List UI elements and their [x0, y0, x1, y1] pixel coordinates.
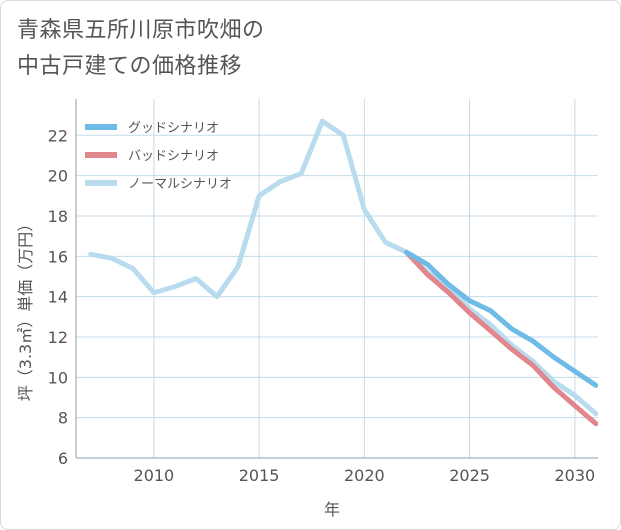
legend-label-2: ノーマルシナリオ: [128, 177, 232, 192]
grid-lines: [76, 99, 598, 459]
legend-label-1: バッドシナリオ: [128, 149, 219, 164]
y-tick-label-22: 22: [48, 126, 68, 145]
y-tick-label-16: 16: [48, 247, 68, 266]
legend-label-0: グッドシナリオ: [128, 121, 219, 136]
y-tick-label-12: 12: [48, 328, 68, 347]
y-tick-label-6: 6: [58, 449, 68, 468]
x-axis-title: 年: [324, 500, 340, 519]
x-tick-label-2020: 2020: [344, 466, 385, 485]
x-tick-label-2015: 2015: [239, 466, 280, 485]
chart-title: 青森県五所川原市吹畑の 中古戸建ての価格推移: [17, 13, 265, 85]
series-line-2: [88, 118, 598, 417]
y-tick-label-8: 8: [58, 409, 68, 428]
series-lines: [88, 118, 598, 427]
x-tick-label-2030: 2030: [554, 466, 595, 485]
axes: 2010 2015 2020 2025 2030 6 8 10 12 14 16 18 20 22 年 坪（3…: [16, 99, 598, 519]
y-axis-title: 坪（3.3㎡）単価（万円）: [16, 216, 35, 401]
y-tick-label-10: 10: [48, 368, 68, 387]
y-tick-label-18: 18: [48, 207, 68, 226]
x-tick-label-2025: 2025: [449, 466, 490, 485]
chart-title-line-2: 中古戸建ての価格推移: [17, 54, 243, 79]
plot-area: [76, 99, 598, 458]
y-tick-label-14: 14: [48, 288, 68, 307]
series-line-1: [404, 249, 598, 427]
y-tick-label-20: 20: [48, 167, 68, 186]
series-line-0: [404, 249, 598, 388]
x-tick-label-2010: 2010: [134, 466, 175, 485]
chart-title-line-1: 青森県五所川原市吹畑の: [17, 18, 265, 43]
